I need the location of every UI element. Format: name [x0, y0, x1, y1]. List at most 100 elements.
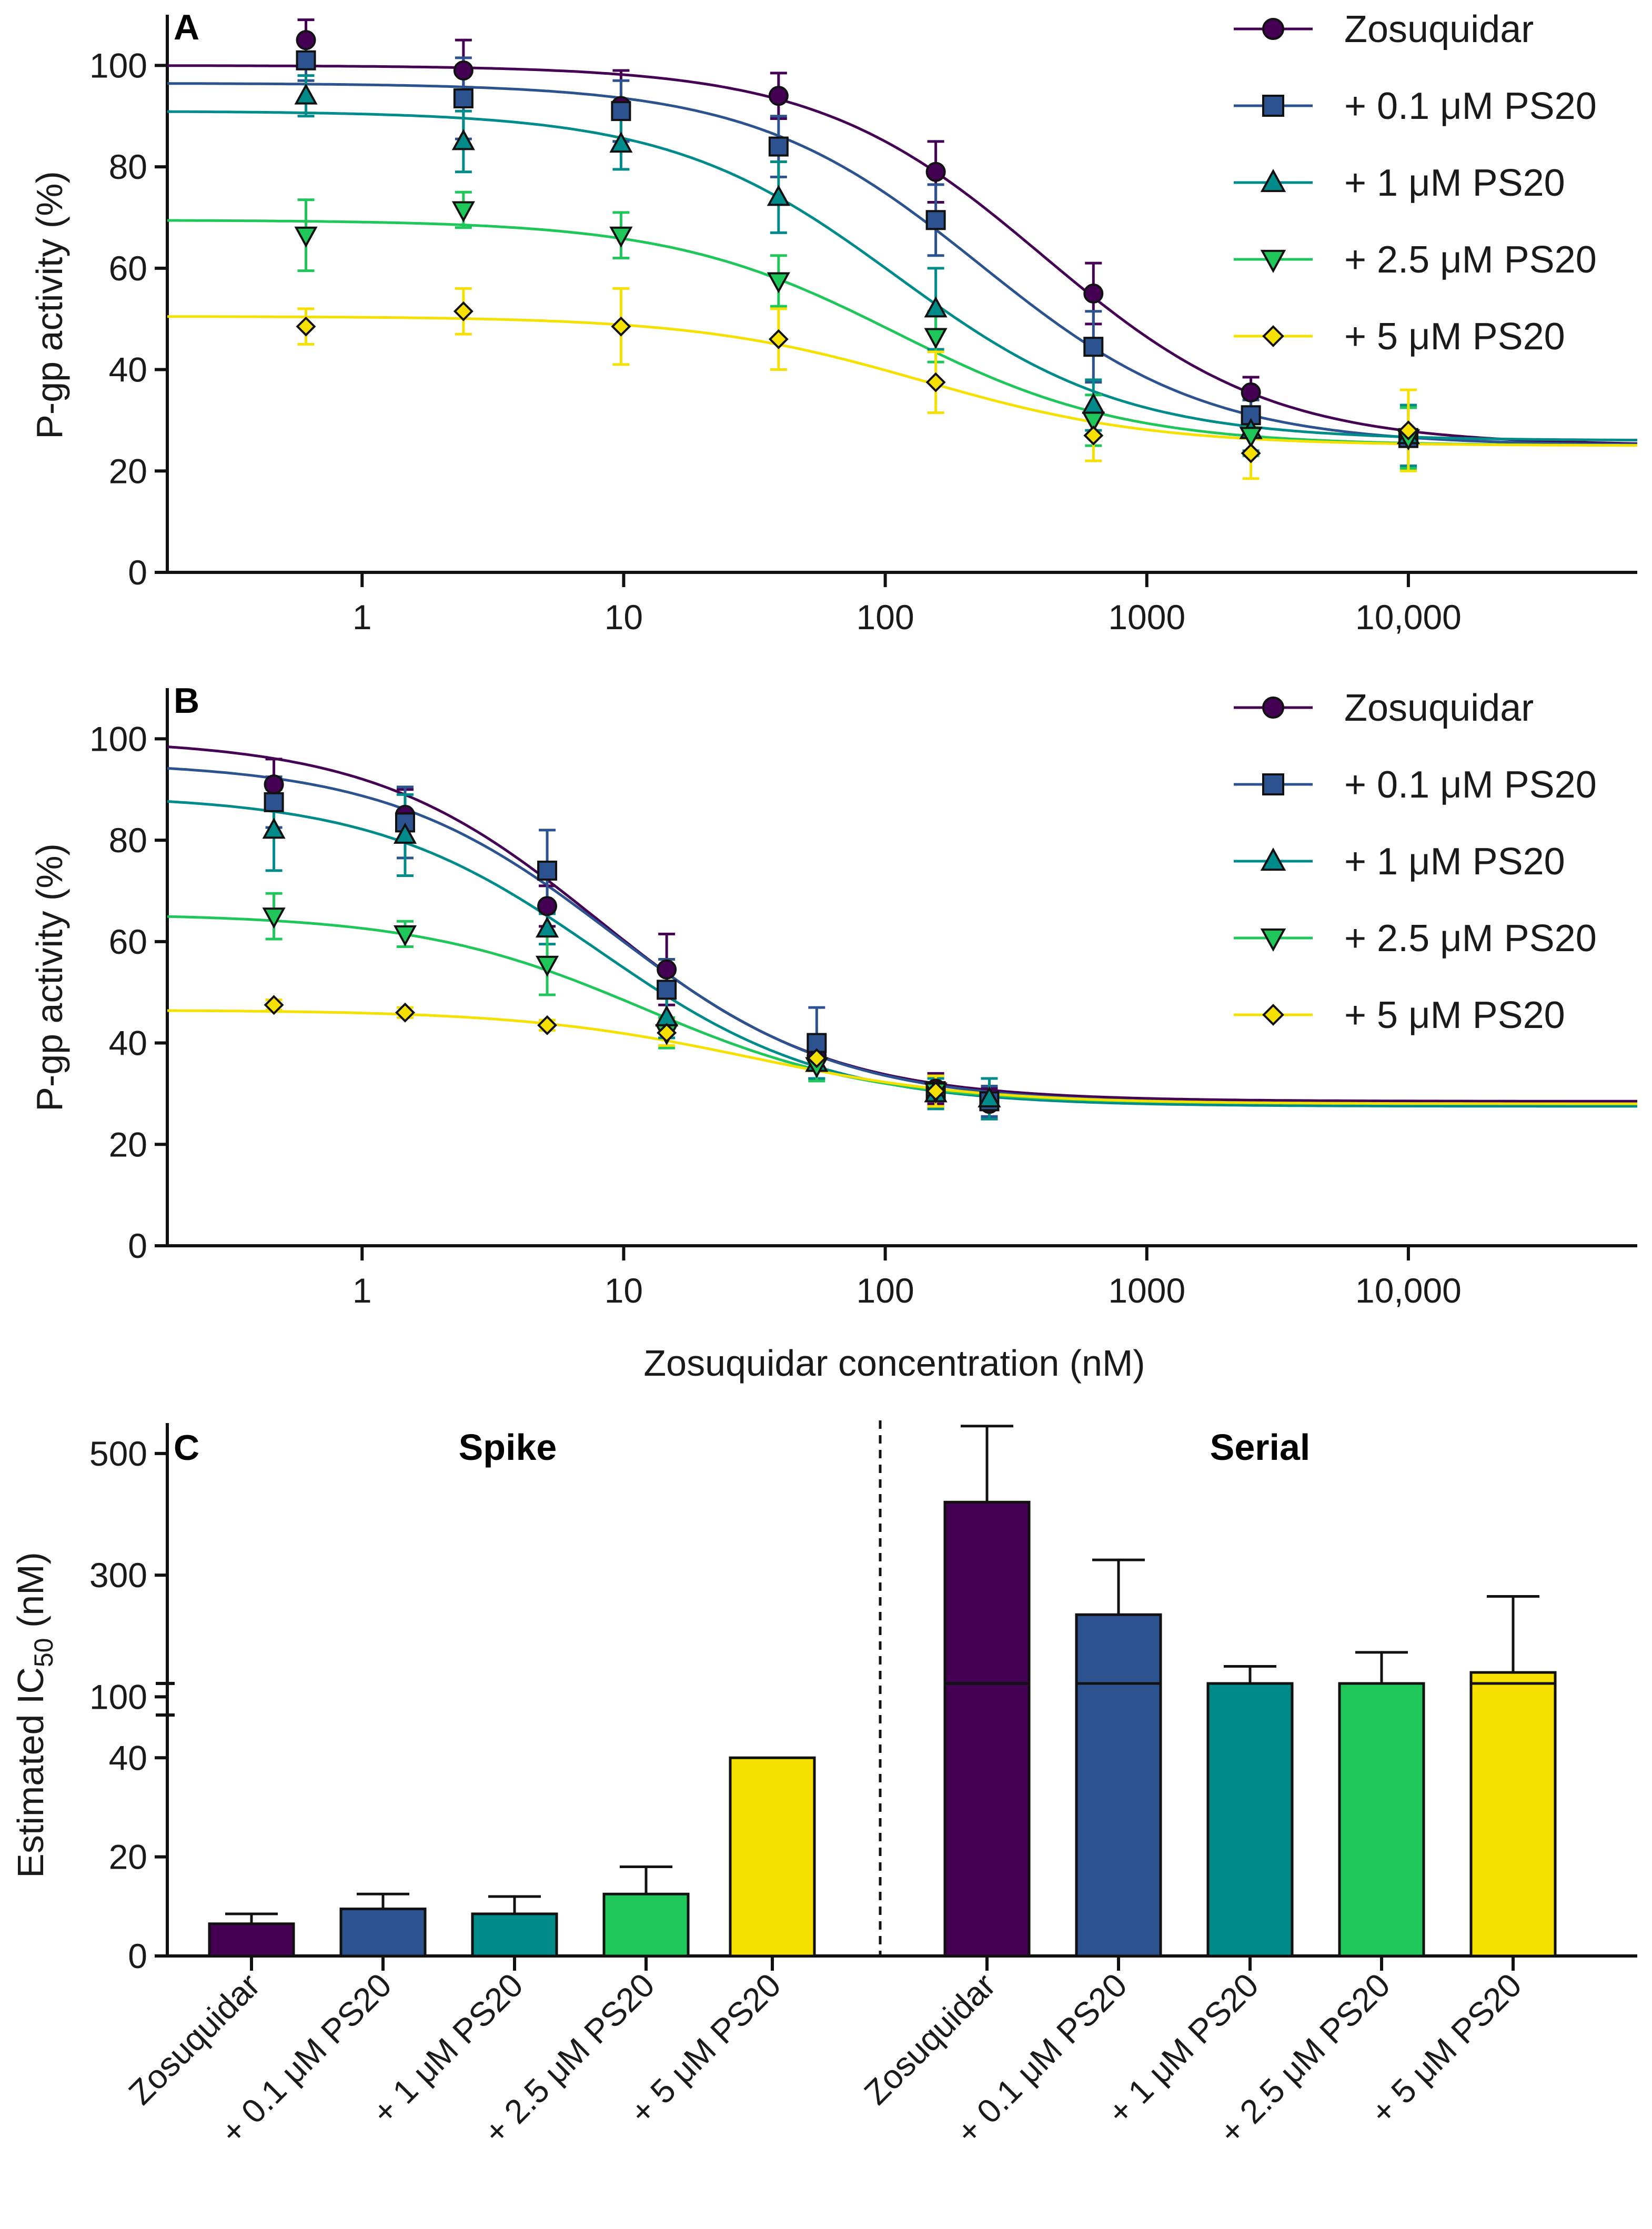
- y-tick-label: 20: [109, 1125, 147, 1164]
- legend-marker: [1262, 95, 1284, 117]
- panel-b-data-points: [262, 758, 1001, 1121]
- data-point: [768, 136, 789, 157]
- panel-c-y-axis-label: Estimated IC50 (nM): [10, 1552, 58, 1878]
- y-tick-label: 300: [89, 1556, 147, 1595]
- data-point: [925, 1081, 946, 1102]
- data-point: [609, 226, 633, 248]
- panel-b-axes: 0 20 40 60 80 100 1 10 100 1000 10,000: [89, 688, 1637, 1310]
- fit-curve-4: [167, 315, 1637, 447]
- panel-b: B P-gp activity (%) Zosuquidar concentra…: [29, 681, 1637, 1384]
- data-point: [264, 774, 284, 795]
- y-tick-label: 100: [89, 719, 147, 758]
- data-point: [1241, 382, 1261, 402]
- data-point: [611, 316, 631, 337]
- bar-serial-lower-4: [1469, 1682, 1557, 1958]
- bar-spike-4: [729, 1756, 816, 1958]
- y-tick-label: 40: [109, 1024, 147, 1063]
- bar-serial-lower-3: [1338, 1682, 1425, 1958]
- data-point: [451, 129, 475, 150]
- legend-marker: [1260, 249, 1286, 274]
- bar-spike-2: [471, 1912, 558, 1958]
- legend-label: + 2.5 μM PS20: [1344, 239, 1597, 281]
- group-label-serial: Serial: [1210, 1427, 1311, 1468]
- data-point: [451, 201, 475, 223]
- panel-c-category-labels: Zosuquidar+ 0.1 μM PS20+ 1 μM PS20+ 2.5 …: [122, 1966, 1529, 2151]
- x-tick-label: 10: [605, 598, 643, 637]
- data-point: [768, 86, 789, 106]
- data-point: [925, 372, 946, 392]
- data-point: [1398, 420, 1418, 441]
- panel-a-axes: 0 20 40 60 80 100 1 10 100 1000 10,000: [89, 15, 1637, 637]
- data-point: [609, 132, 633, 153]
- y-tick-label: 80: [109, 147, 147, 186]
- panel-c-bars: [208, 1425, 1557, 1958]
- data-point: [453, 301, 474, 321]
- data-point: [925, 210, 946, 230]
- panel-a-legend: Zosuquidar + 0.1 μM PS20 + 1 μM PS20 + 2.5 …: [1234, 8, 1597, 358]
- legend-label: + 5 μM PS20: [1344, 994, 1565, 1036]
- data-point: [1239, 427, 1263, 448]
- data-point: [657, 1023, 677, 1043]
- data-point: [453, 88, 474, 108]
- y-tick-label: 40: [109, 1738, 147, 1777]
- legend-label: + 1 μM PS20: [1344, 841, 1565, 883]
- panel-b-y-axis-label: P-gp activity (%): [29, 843, 70, 1112]
- panel-b-x-axis-label: Zosuquidar concentration (nM): [643, 1343, 1145, 1384]
- y-tick-label: 500: [89, 1434, 147, 1473]
- data-point: [767, 185, 790, 206]
- y-tick-label: 60: [109, 249, 147, 288]
- bar-serial-upper-0: [943, 1500, 1031, 1717]
- x-tick-label: 100: [857, 598, 914, 637]
- legend-label: + 2.5 μM PS20: [1344, 917, 1597, 960]
- y-tick-label: 0: [128, 1936, 147, 1975]
- data-point: [924, 296, 948, 318]
- bar-serial-lower-0: [943, 1682, 1031, 1958]
- data-point: [657, 980, 677, 1000]
- y-tick-label: 0: [128, 1226, 147, 1265]
- panel-a: A P-gp activity (%) 0 20 40 60 80 100 1 10 100 10…: [29, 7, 1638, 637]
- legend-marker: [1260, 847, 1286, 871]
- panel-c-letter: C: [174, 1428, 199, 1468]
- bar-spike-1: [339, 1908, 427, 1958]
- legend-marker: [1262, 697, 1284, 719]
- panel-a-data-points: [294, 18, 1421, 480]
- panel-b-letter: B: [174, 681, 199, 721]
- data-point: [294, 226, 318, 248]
- data-point: [807, 1048, 827, 1068]
- category-label: Zosuquidar: [857, 1966, 1003, 2112]
- data-point: [537, 1015, 558, 1035]
- legend-marker: [1262, 18, 1284, 40]
- data-point: [1083, 337, 1104, 357]
- y-tick-label: 40: [109, 350, 147, 389]
- y-tick-label: 20: [109, 451, 147, 490]
- y-tick-label: 0: [128, 553, 147, 592]
- data-point: [1082, 411, 1105, 433]
- y-tick-label: 80: [109, 821, 147, 860]
- data-point: [1083, 425, 1104, 446]
- data-point: [535, 916, 559, 938]
- data-point: [924, 328, 948, 349]
- data-point: [393, 822, 417, 844]
- x-tick-label: 10: [605, 1271, 643, 1310]
- data-point: [296, 316, 316, 337]
- category-label: Zosuquidar: [122, 1966, 267, 2112]
- x-tick-label: 1000: [1108, 1271, 1185, 1310]
- data-point: [453, 60, 474, 80]
- panel-a-fit-curves: [167, 64, 1638, 447]
- x-tick-label: 1: [352, 1271, 372, 1310]
- data-point: [978, 1086, 1001, 1107]
- y-tick-label: 100: [89, 1677, 147, 1716]
- bar-serial-lower-2: [1206, 1682, 1294, 1958]
- data-point: [393, 925, 417, 947]
- legend-marker: [1262, 325, 1284, 347]
- legend-marker: [1260, 928, 1286, 952]
- data-point: [395, 1002, 415, 1023]
- legend-label: + 5 μM PS20: [1344, 316, 1565, 358]
- data-point: [611, 101, 631, 122]
- legend-label: Zosuquidar: [1344, 687, 1534, 729]
- bar-serial-lower-1: [1075, 1682, 1162, 1958]
- data-point: [657, 959, 677, 980]
- data-point: [1241, 443, 1261, 463]
- x-tick-label: 100: [857, 1271, 914, 1310]
- data-point: [768, 329, 789, 349]
